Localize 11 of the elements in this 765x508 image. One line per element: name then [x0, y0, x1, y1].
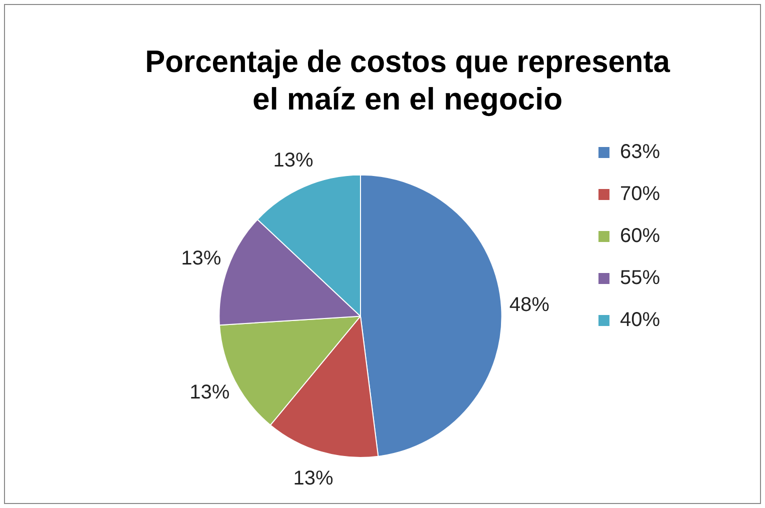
data-label: 13% [190, 382, 230, 404]
data-label: 13% [293, 467, 334, 490]
chart-title: Porcentaje de costos que representa el maíz en el negocio [145, 44, 671, 116]
legend-label: 60% [620, 225, 660, 248]
data-label: 13% [273, 149, 314, 172]
legend-label: 63% [620, 141, 660, 164]
legend-label: 70% [620, 183, 660, 206]
data-label: 48% [509, 294, 550, 316]
legend-label: 55% [620, 267, 660, 290]
legend-label: 40% [620, 309, 660, 332]
data-label: 13% [181, 247, 222, 270]
